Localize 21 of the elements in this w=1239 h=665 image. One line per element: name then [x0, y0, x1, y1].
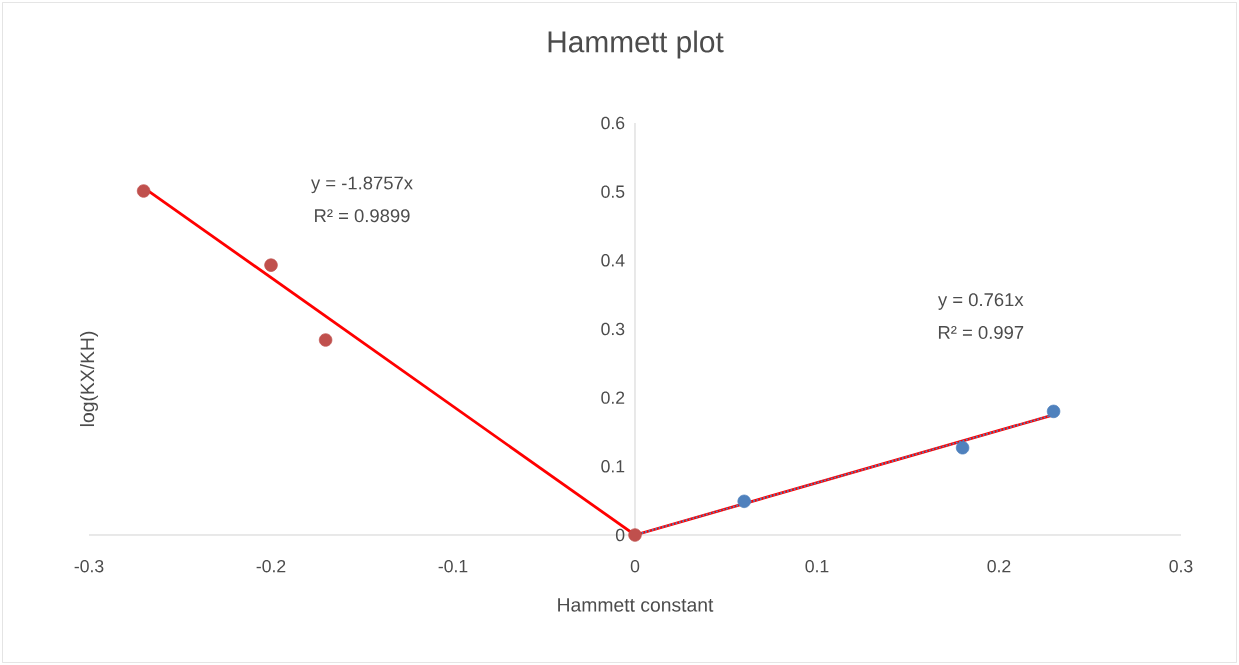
x-axis-title: Hammett constant — [558, 598, 714, 612]
y-tick-label: 0.2 — [601, 391, 625, 404]
annotation: R² = 0.997 — [938, 325, 1024, 339]
annotation: R² = 0.9899 — [315, 209, 410, 223]
x-tick-label: -0.1 — [438, 559, 468, 573]
annotation: y = -1.8757x — [311, 176, 413, 194]
x-tick-label: -0.3 — [74, 559, 104, 573]
y-tick-label: 0.6 — [601, 116, 625, 130]
chart-title: Hammett plot — [548, 30, 724, 59]
y-tick-label: 0.5 — [601, 185, 625, 198]
y-axis-title: log(KX/KH) — [80, 331, 98, 427]
annotation: y = 0.761x — [938, 293, 1024, 310]
y-tick-label: 0.4 — [601, 254, 625, 267]
x-tick-label: 0.1 — [805, 559, 829, 573]
x-tick-label: -0.2 — [256, 559, 286, 573]
y-tick-label: 0 — [615, 528, 625, 542]
y-tick-label: 0.1 — [601, 460, 625, 473]
x-tick-label: 0 — [630, 559, 640, 573]
y-tick-label: 0.3 — [601, 322, 625, 336]
x-tick-label: 0.2 — [987, 559, 1011, 573]
x-tick-label: 0.3 — [1169, 559, 1193, 573]
